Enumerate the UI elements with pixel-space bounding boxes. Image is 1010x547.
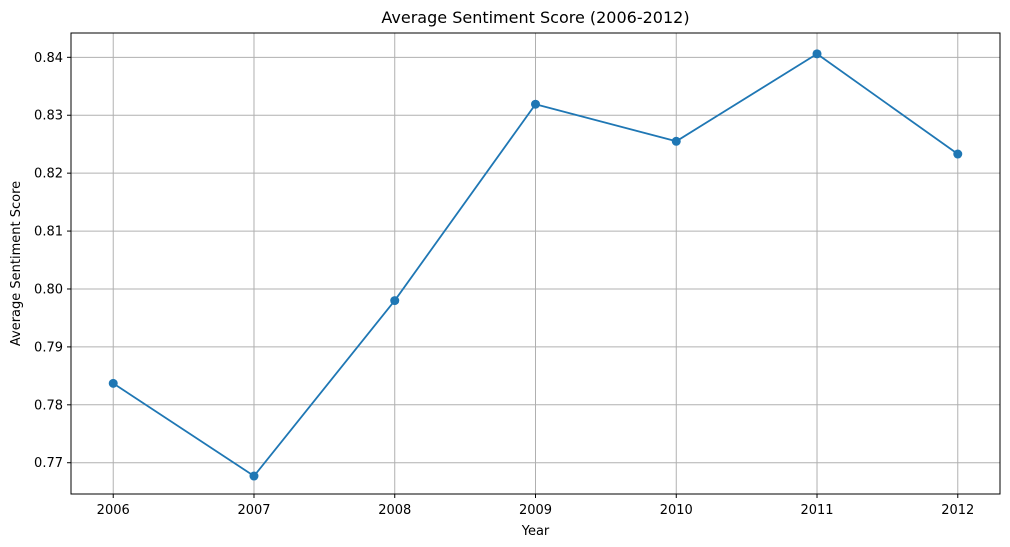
y-tick-label: 0.82	[34, 167, 63, 182]
chart-title: Average Sentiment Score (2006-2012)	[381, 8, 689, 27]
y-tick-label: 0.81	[34, 225, 63, 240]
x-tick-label: 2009	[519, 503, 552, 518]
y-axis-label: Average Sentiment Score	[9, 181, 24, 346]
ticks-layer: 2006 2007 2008 2009 2010 2011 2012 0.77 0.78 0.79…	[34, 51, 974, 518]
x-tick-label: 2011	[800, 503, 833, 518]
x-tick-label: 2012	[941, 503, 974, 518]
data-point-2006	[108, 378, 118, 388]
x-tick-label: 2010	[660, 503, 693, 518]
x-tick-label: 2007	[237, 503, 270, 518]
y-tick-label: 0.79	[34, 340, 63, 355]
x-axis-label: Year	[521, 524, 550, 539]
x-tick-label: 2006	[97, 503, 130, 518]
data-point-2008	[390, 296, 400, 306]
y-tick-label: 0.80	[34, 282, 63, 297]
data-point-2010	[671, 136, 681, 146]
grid-layer	[71, 33, 1000, 494]
data-point-2009	[531, 99, 540, 109]
data-point-2012	[953, 149, 963, 159]
x-tick-label: 2008	[378, 503, 411, 518]
y-tick-label: 0.84	[34, 51, 63, 66]
y-tick-label: 0.77	[34, 456, 63, 471]
series-layer	[108, 49, 963, 481]
y-tick-label: 0.83	[34, 109, 63, 124]
data-point-2011	[812, 49, 822, 59]
data-point-2007	[249, 471, 259, 481]
y-tick-label: 0.78	[34, 398, 63, 413]
